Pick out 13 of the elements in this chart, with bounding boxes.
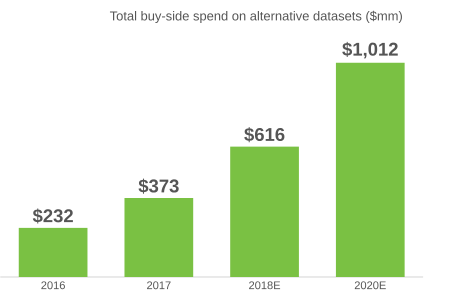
bar [18, 228, 88, 277]
x-tick-label: 2020E [354, 281, 386, 290]
data-label: $373 [138, 178, 179, 194]
x-tick-label: 2018E [249, 281, 280, 290]
bar [336, 62, 405, 277]
bar [124, 198, 194, 277]
data-label: $1,012 [342, 42, 398, 58]
data-label: $616 [244, 127, 284, 142]
x-tick-label: 2016 [41, 281, 65, 290]
x-tick-label: 2017 [147, 281, 171, 290]
data-label: $232 [32, 208, 73, 224]
bar [230, 146, 299, 277]
chart-title: Total buy-side spend on alternative datasets ($mm) [110, 10, 402, 24]
